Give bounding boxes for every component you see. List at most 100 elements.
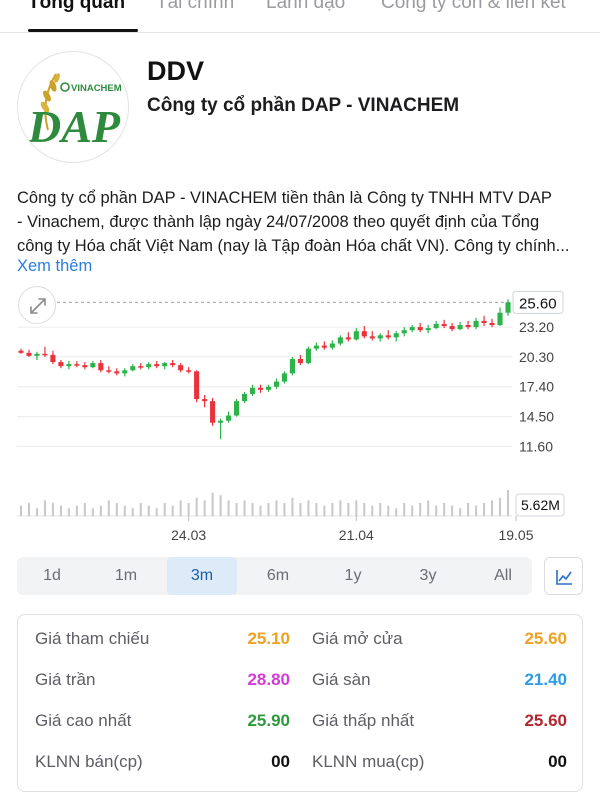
candle-body [457, 325, 463, 330]
candle-body [345, 337, 351, 340]
tab-subsidiaries[interactable]: Công ty con & liên kết [381, 0, 566, 13]
active-tab-indicator [28, 29, 138, 32]
price-chart[interactable]: 23.20 20.30 17.40 14.50 11.60 25.60 5.62M 24.03… [0, 284, 600, 546]
candle-body [449, 326, 455, 330]
period-1y[interactable]: 1y [344, 567, 362, 584]
volume-bar [99, 505, 102, 516]
volume-bar [251, 503, 254, 516]
candle-body [122, 370, 128, 374]
candle-body [114, 371, 120, 374]
candle-body [329, 343, 335, 348]
candle-body [265, 386, 272, 390]
volume-bar [115, 503, 118, 516]
candle-body [401, 330, 407, 334]
volume-bar [219, 495, 222, 516]
period-1d[interactable]: 1d [43, 567, 61, 584]
volume-bar [403, 503, 406, 516]
candle-body [106, 370, 112, 372]
volume-bar [203, 500, 206, 516]
volume-bar [179, 500, 182, 516]
see-more-link[interactable]: Xem thêm [17, 257, 93, 275]
candle-body [313, 345, 319, 349]
period-all[interactable]: All [494, 567, 512, 584]
candle-body [425, 328, 431, 331]
foreign-buy-label: KLNN mua(cp) [312, 752, 425, 771]
volume-bar [123, 505, 126, 516]
candle-body [138, 366, 144, 368]
price-tick-label: 17.40 [519, 379, 554, 395]
volume-bar [291, 497, 294, 516]
candle-body [505, 302, 511, 313]
price-tick-label: 14.50 [519, 409, 554, 425]
candle-body [257, 387, 264, 390]
open-price-label: Giá mở cửa [312, 629, 403, 648]
volume-bar [107, 500, 110, 516]
period-6m[interactable]: 6m [266, 567, 290, 584]
company-logo: VINACHEM DAP [17, 51, 129, 163]
period-3m[interactable]: 3m [167, 557, 237, 595]
floor-price-value: 21.40 [524, 670, 567, 689]
expand-chart-button[interactable] [18, 286, 56, 324]
volume-bar [259, 505, 262, 516]
candle-body [361, 331, 367, 337]
candle-body [130, 366, 136, 371]
candle-body [337, 337, 343, 344]
volume-bar [211, 492, 214, 516]
low-price-label: Giá thấp nhất [312, 711, 415, 730]
volume-bar [379, 503, 382, 516]
last-price-label: 25.60 [519, 295, 557, 312]
volume-bar [51, 503, 54, 516]
volume-bar [35, 508, 38, 516]
candle-body [218, 420, 224, 423]
period-1m[interactable]: 1m [114, 567, 138, 584]
candle-body [377, 335, 383, 339]
volume-label: 5.62M [521, 497, 560, 513]
volume-bar [243, 500, 246, 516]
candle-body [186, 370, 192, 372]
candle-body [289, 358, 295, 374]
volume-bar [467, 503, 470, 516]
volume-bar [499, 497, 502, 516]
last-price-badge [512, 290, 564, 314]
foreign-sell-value: 00 [271, 752, 290, 771]
volume-bar [491, 500, 494, 516]
tab-overview[interactable]: Tổng quan [28, 0, 126, 13]
volume-bar [267, 503, 270, 516]
expand-icon [30, 298, 46, 314]
volume-bar [395, 508, 398, 516]
date-tick-label: 21.04 [339, 527, 374, 543]
tab-finance[interactable]: Tài chính [156, 0, 235, 13]
volume-bar [411, 505, 414, 516]
low-price-value: 25.60 [524, 711, 567, 730]
volume-bar [347, 503, 350, 516]
candle-body [473, 320, 479, 328]
volume-bar [147, 505, 150, 516]
candle-body [58, 362, 64, 367]
volume-bar [323, 505, 326, 516]
chart-type-button[interactable] [544, 557, 583, 595]
volume-bar [131, 508, 134, 516]
candle-body [385, 335, 391, 338]
candle-body [441, 324, 447, 327]
period-3y[interactable]: 3y [419, 567, 437, 584]
volume-bar [67, 508, 70, 516]
volume-bar [83, 503, 86, 516]
volume-bar [187, 503, 190, 516]
volume-bar [235, 503, 238, 516]
volume-bar [315, 503, 318, 516]
candle-body [154, 364, 160, 367]
description-line: Công ty cổ phần DAP - VINACHEM tiền thân… [17, 189, 552, 207]
candle-body [273, 381, 280, 387]
tab-leadership[interactable]: Lãnh đạo [266, 0, 346, 13]
candle-body [241, 393, 248, 402]
candle-body [226, 415, 232, 421]
candle-body [497, 312, 503, 326]
candle-body [249, 387, 256, 394]
svg-text:DAP: DAP [27, 101, 121, 152]
volume-bar [155, 508, 158, 516]
volume-bar [59, 505, 62, 516]
high-price-value: 25.90 [247, 711, 290, 730]
volume-bar [339, 500, 342, 516]
candle-body [481, 320, 487, 323]
candle-body [353, 331, 359, 340]
